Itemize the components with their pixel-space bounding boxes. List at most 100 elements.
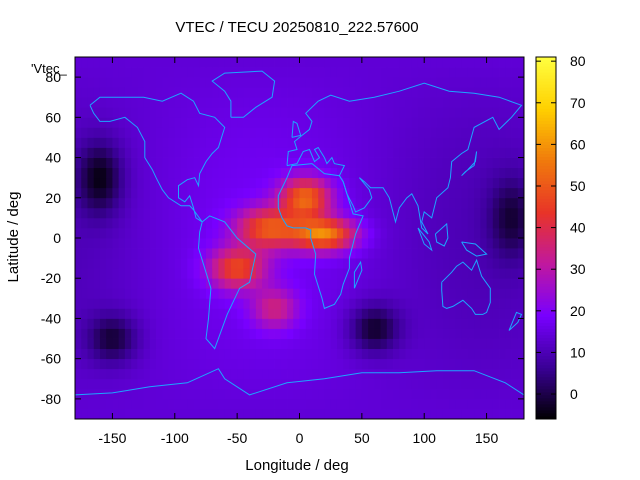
heat-cell — [174, 248, 182, 259]
colorbar-segment — [536, 331, 556, 336]
heat-cell — [243, 398, 251, 410]
heat-cell — [486, 238, 494, 249]
heat-cell — [492, 318, 500, 329]
heat-cell — [405, 187, 413, 199]
colorbar-segment — [536, 210, 556, 215]
heat-cell — [181, 107, 188, 118]
heat-cell — [230, 258, 238, 269]
heat-cell — [205, 328, 213, 339]
heat-cell — [430, 127, 438, 138]
heat-cell — [486, 348, 494, 360]
heat-cell — [424, 388, 431, 400]
heat-cell — [124, 318, 132, 329]
heat-cell — [424, 107, 431, 118]
coastline — [461, 241, 488, 257]
heat-cell — [193, 87, 201, 98]
heat-cell — [374, 57, 381, 68]
heat-cell — [255, 227, 263, 239]
heat-cell — [224, 298, 232, 309]
heat-cell — [118, 298, 126, 309]
heat-cell — [336, 217, 344, 229]
heat-cell — [81, 57, 88, 68]
heat-cell — [386, 187, 394, 199]
heat-cell — [268, 117, 275, 128]
heat-cell — [149, 248, 157, 259]
heat-cell — [374, 298, 381, 309]
heat-cell — [199, 217, 207, 229]
heat-cell — [461, 77, 469, 88]
heat-cell — [461, 227, 469, 239]
heat-cell — [293, 57, 300, 68]
heat-cell — [449, 398, 456, 410]
coastline — [441, 258, 491, 315]
heat-cell — [455, 408, 463, 420]
heat-cell — [193, 278, 201, 289]
heat-cell — [442, 258, 450, 269]
heat-cell — [324, 77, 332, 88]
heat-cell — [187, 358, 194, 370]
heat-cell — [474, 248, 481, 259]
heat-cell — [131, 238, 138, 249]
heat-cell — [399, 328, 406, 339]
heat-cell — [156, 368, 163, 380]
heat-cell — [124, 197, 132, 209]
heat-cell — [268, 268, 275, 279]
heat-cell — [280, 408, 288, 420]
heat-cell — [380, 378, 388, 390]
heat-cell — [81, 258, 88, 269]
heat-cell — [436, 157, 444, 169]
heat-cell — [393, 258, 400, 269]
heat-cell — [399, 187, 406, 199]
heat-cell — [131, 77, 138, 88]
heat-cell — [436, 378, 444, 390]
heat-cell — [417, 378, 425, 390]
heat-cell — [374, 107, 381, 118]
heat-cell — [474, 167, 481, 179]
heat-cell — [436, 137, 444, 148]
heat-cell — [499, 187, 506, 199]
heat-cell — [87, 87, 95, 98]
heat-cell — [287, 137, 294, 148]
heat-cell — [131, 97, 138, 108]
heat-cell — [131, 157, 138, 169]
heat-cell — [255, 308, 263, 319]
heat-cell — [255, 328, 263, 339]
heat-cell — [168, 117, 176, 128]
heat-cell — [399, 408, 406, 420]
heat-cell — [349, 137, 357, 148]
heat-cell — [336, 358, 344, 370]
heat-cell — [174, 157, 182, 169]
heat-cell — [143, 268, 151, 279]
heat-cell — [305, 328, 313, 339]
heat-cell — [424, 318, 431, 329]
heat-cell — [299, 348, 307, 360]
heat-cell — [287, 278, 294, 289]
heat-cell — [461, 268, 469, 279]
heat-cell — [399, 258, 406, 269]
heat-cell — [205, 107, 213, 118]
heat-cell — [455, 248, 463, 259]
heat-cell — [305, 77, 313, 88]
heat-cell — [81, 197, 88, 209]
heat-cell — [436, 268, 444, 279]
heat-cell — [343, 358, 350, 370]
heat-cell — [355, 117, 363, 128]
heat-cell — [174, 207, 182, 219]
heat-cell — [99, 248, 107, 259]
heat-cell — [380, 368, 388, 380]
heat-cell — [124, 408, 132, 420]
heat-cell — [106, 67, 113, 78]
heat-cell — [380, 298, 388, 309]
heat-cell — [205, 117, 213, 128]
colorbar-segment — [536, 228, 556, 233]
heat-cell — [311, 227, 319, 239]
heat-cell — [336, 318, 344, 329]
heat-cell — [393, 318, 400, 329]
heat-cell — [393, 107, 400, 118]
heat-cell — [355, 177, 363, 189]
heat-cell — [143, 278, 151, 289]
heat-cell — [499, 258, 506, 269]
heat-cell — [405, 67, 413, 78]
heat-cell — [442, 127, 450, 138]
heat-cell — [287, 87, 294, 98]
